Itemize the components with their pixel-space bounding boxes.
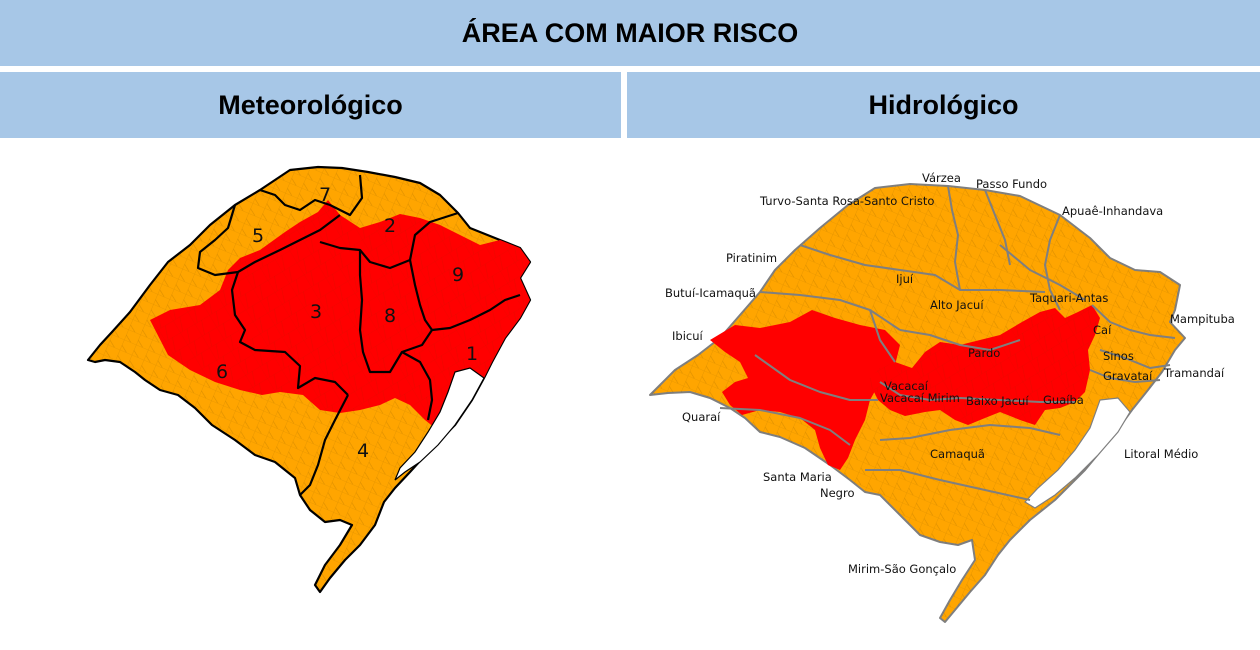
lagoa-dos-patos-right <box>1024 397 1131 509</box>
basin-label-butui-icamaqua: Butuí-Icamaquã <box>665 286 756 300</box>
meteorological-title: Meteorológico <box>218 89 403 120</box>
title-banner: ÁREA COM MAIOR RISCO <box>0 0 1260 66</box>
high-risk-texture-left <box>150 200 530 432</box>
basin-label-ibicui: Ibicuí <box>672 329 703 343</box>
basin-label-baixo-jacui: Baixo Jacuí <box>966 394 1029 408</box>
basin-label-litoral-medio: Litoral Médio <box>1124 447 1198 461</box>
region-6-label: 6 <box>216 361 228 383</box>
region-7-label: 7 <box>319 184 331 206</box>
basin-label-taquari-antas: Taquari-Antas <box>1029 291 1108 305</box>
basin-label-mampituba: Mampituba <box>1170 312 1235 326</box>
basin-label-camaqua: Camaquã <box>930 447 985 461</box>
high-risk-zone-hydrological-west <box>710 310 900 470</box>
hydrological-title: Hidrológico <box>868 89 1019 120</box>
basin-label-vacacai-mirim: Vacacaí Mirim <box>880 391 960 405</box>
basin-label-santa-maria: Santa Maria <box>763 470 832 484</box>
hydrological-map: Várzea Passo Fundo Turvo-Santa Rosa-Sant… <box>649 171 1235 623</box>
basin-label-passo-fundo: Passo Fundo <box>976 177 1047 191</box>
basin-label-gravatai: Gravataí <box>1103 369 1153 383</box>
page-title: ÁREA COM MAIOR RISCO <box>461 17 799 48</box>
basin-label-varzea: Várzea <box>922 171 961 185</box>
basin-label-ijui: Ijuí <box>896 272 914 286</box>
basin-label-negro: Negro <box>820 486 855 500</box>
high-risk-texture-right <box>868 305 1100 425</box>
basin-label-guaiba: Guaíba <box>1043 393 1084 407</box>
region-9-label: 9 <box>452 264 464 286</box>
basin-label-quarai: Quaraí <box>682 410 721 424</box>
hydrological-basin-labels: Várzea Passo Fundo Turvo-Santa Rosa-Sant… <box>665 171 1235 576</box>
region-4-label: 4 <box>357 440 369 462</box>
basin-label-turvo-santa-rosa-santo-cristo: Turvo-Santa Rosa-Santo Cristo <box>759 194 934 208</box>
basin-label-mirim-sao-goncalo: Mirim-São Gonçalo <box>848 562 956 576</box>
meteorological-region-borders <box>196 174 521 496</box>
basin-label-pardo: Pardo <box>968 346 1000 360</box>
region-8-label: 8 <box>384 305 396 327</box>
meteorological-header: Meteorológico <box>0 72 621 138</box>
region-2-label: 2 <box>384 215 396 237</box>
basin-label-sinos: Sinos <box>1103 349 1134 363</box>
region-5-label: 5 <box>252 225 264 247</box>
lagoa-dos-patos-left <box>394 367 485 481</box>
region-1-label: 1 <box>466 343 478 365</box>
meteorological-map: 1 2 3 4 5 6 7 8 9 <box>86 165 532 594</box>
region-3-label: 3 <box>310 301 322 323</box>
basin-label-alto-jacui: Alto Jacuí <box>930 298 984 312</box>
hydrological-basin-borders <box>719 185 1176 501</box>
basin-label-vacacai: Vacacaí <box>884 379 929 393</box>
basin-label-cai: Caí <box>1093 323 1112 337</box>
basin-label-apuae-inhandava: Apuaê-Inhandava <box>1062 204 1163 218</box>
basin-label-tramandai: Tramandaí <box>1163 366 1225 380</box>
basin-label-piratinim: Piratinim <box>726 251 777 265</box>
hydrological-header: Hidrológico <box>627 72 1260 138</box>
